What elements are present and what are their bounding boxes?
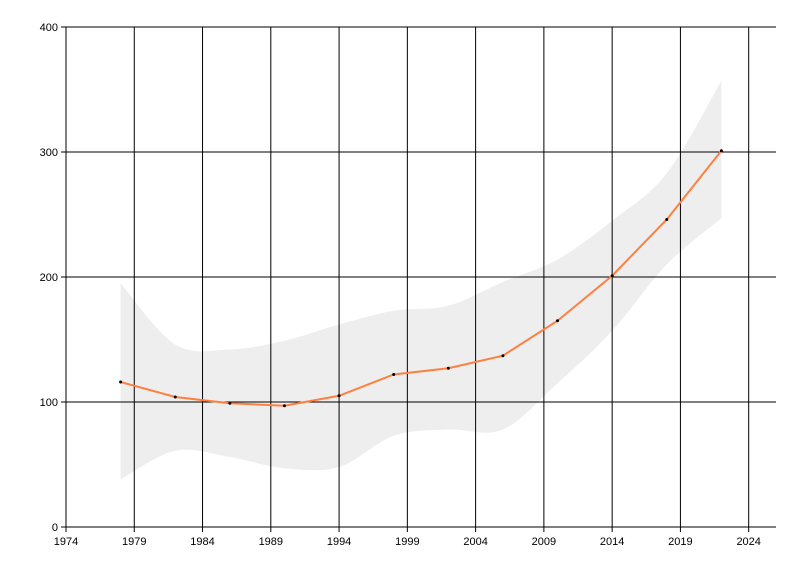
x-tick-label-1999: 1999 bbox=[395, 536, 419, 548]
y-tick-label-200: 200 bbox=[40, 272, 58, 284]
x-tick-label-2004: 2004 bbox=[463, 536, 487, 548]
data-point-2018 bbox=[665, 218, 669, 221]
data-point-2010 bbox=[556, 319, 560, 323]
x-tick-label-2019: 2019 bbox=[668, 536, 692, 548]
data-point-2002 bbox=[446, 366, 450, 370]
y-tick-label-100: 100 bbox=[40, 397, 58, 409]
x-tick-label-1979: 1979 bbox=[122, 536, 146, 548]
tick-labels-layer: 1974 1979 1984 1989 1994 1999 2004 2009 2014 2019… bbox=[40, 22, 761, 548]
series-line-0 bbox=[120, 150, 723, 407]
x-tick-label-2009: 2009 bbox=[532, 536, 556, 548]
x-tick-label-1989: 1989 bbox=[259, 536, 283, 548]
data-point-2006 bbox=[501, 354, 505, 358]
x-tick-label-2014: 2014 bbox=[600, 536, 624, 548]
data-point-2014 bbox=[610, 274, 614, 278]
data-point-1982 bbox=[173, 395, 177, 399]
y-tick-label-400: 400 bbox=[40, 22, 58, 34]
x-tick-label-2024: 2024 bbox=[736, 536, 760, 548]
confidence-band bbox=[120, 80, 722, 480]
data-point-1994 bbox=[337, 394, 341, 398]
grid-layer bbox=[61, 26, 776, 532]
data-point-1998 bbox=[392, 373, 396, 376]
data-point-2022 bbox=[719, 149, 723, 153]
data-point-1990 bbox=[282, 404, 286, 408]
data-point-1986 bbox=[228, 401, 232, 405]
y-tick-label-300: 300 bbox=[40, 147, 58, 159]
confidence-band-layer bbox=[120, 80, 722, 480]
x-tick-label-1984: 1984 bbox=[190, 536, 214, 548]
x-tick-label-1974: 1974 bbox=[54, 536, 78, 548]
y-tick-label-0: 0 bbox=[52, 522, 58, 534]
data-point-1978 bbox=[119, 380, 123, 384]
x-tick-label-1994: 1994 bbox=[327, 536, 351, 548]
axis-layer bbox=[65, 27, 776, 528]
series-layer bbox=[119, 149, 723, 408]
